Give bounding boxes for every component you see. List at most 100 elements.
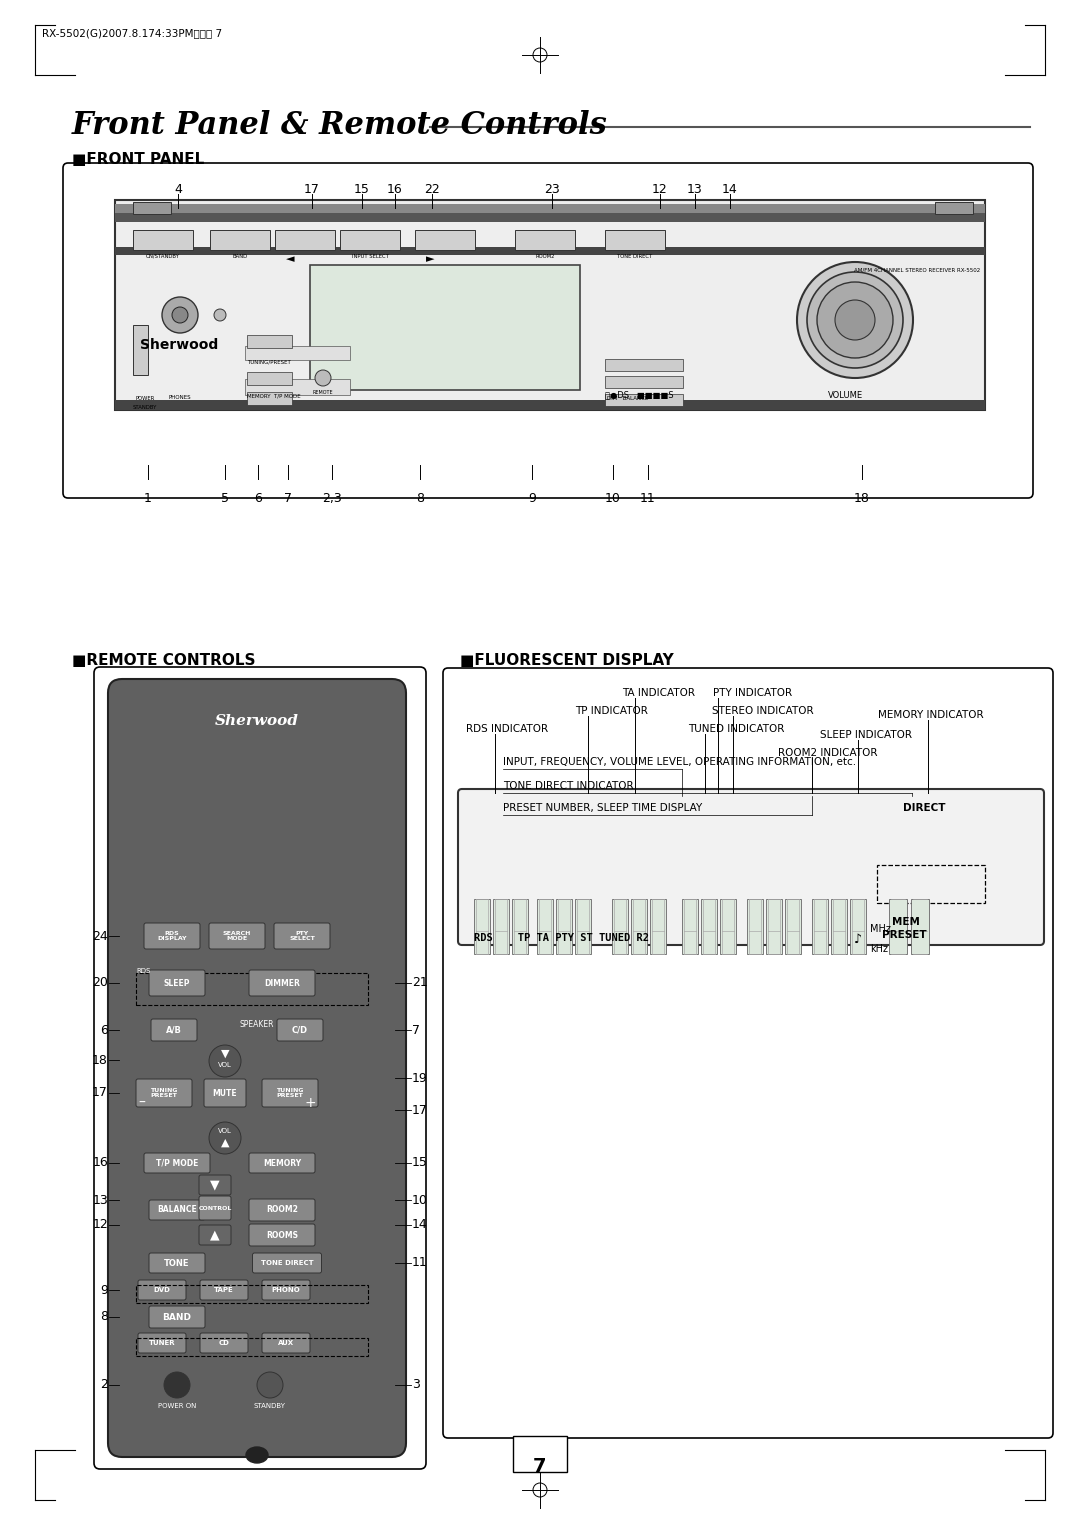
Text: MEMORY: MEMORY	[262, 1159, 301, 1168]
Text: –: –	[138, 1096, 146, 1110]
Bar	[114, 247, 985, 255]
Text: 5: 5	[221, 493, 229, 505]
Bar	[766, 900, 782, 955]
Bar	[515, 230, 575, 250]
Text: ■REMOTE CONTROLS: ■REMOTE CONTROLS	[72, 653, 256, 668]
Text: ROOM2 INDICATOR: ROOM2 INDICATOR	[778, 747, 877, 758]
Text: Front Panel & Remote Controls: Front Panel & Remote Controls	[72, 110, 608, 140]
Text: STEREO INDICATOR: STEREO INDICATOR	[712, 706, 813, 717]
Text: 18: 18	[854, 493, 869, 505]
Text: RDS INDICATOR: RDS INDICATOR	[465, 724, 549, 734]
Bar	[605, 393, 683, 406]
Text: 19: 19	[411, 1072, 428, 1084]
FancyBboxPatch shape	[249, 1225, 315, 1246]
FancyBboxPatch shape	[138, 1279, 186, 1299]
Text: DIRECT: DIRECT	[903, 804, 945, 813]
Text: TONE: TONE	[164, 1258, 190, 1267]
Bar	[275, 230, 335, 250]
FancyBboxPatch shape	[200, 1333, 248, 1353]
Text: ▲: ▲	[220, 1138, 229, 1148]
Text: RX-5502(G)2007.8.174:33PMページ 7: RX-5502(G)2007.8.174:33PMページ 7	[42, 27, 222, 38]
Text: ■FRONT PANEL: ■FRONT PANEL	[72, 152, 204, 168]
Text: 6: 6	[254, 493, 262, 505]
FancyBboxPatch shape	[136, 1080, 192, 1107]
Text: AUX: AUX	[278, 1340, 294, 1347]
Text: 8: 8	[416, 493, 424, 505]
Text: RDS    TP TA PTY ST TUNED R2: RDS TP TA PTY ST TUNED R2	[474, 933, 649, 942]
Bar	[889, 900, 907, 955]
FancyBboxPatch shape	[276, 1019, 323, 1042]
Text: 12: 12	[652, 183, 667, 197]
Text: VOL: VOL	[218, 1128, 232, 1135]
FancyBboxPatch shape	[63, 163, 1032, 499]
Text: DVD: DVD	[153, 1287, 171, 1293]
Text: 3: 3	[411, 1379, 420, 1391]
Text: ROOM2: ROOM2	[266, 1205, 298, 1214]
Bar	[247, 372, 292, 384]
Text: 22: 22	[424, 183, 440, 197]
Text: 10: 10	[605, 493, 621, 505]
Bar	[650, 900, 666, 955]
Bar	[114, 204, 985, 214]
FancyBboxPatch shape	[199, 1225, 231, 1244]
Text: 13: 13	[92, 1194, 108, 1206]
FancyBboxPatch shape	[274, 923, 330, 949]
Bar	[605, 377, 683, 387]
Bar	[631, 900, 647, 955]
Text: CD: CD	[218, 1340, 229, 1347]
FancyBboxPatch shape	[458, 788, 1044, 946]
Text: ⦿●DS   ■■■■S: ⦿●DS ■■■■S	[605, 390, 674, 400]
Text: 9: 9	[528, 493, 536, 505]
Bar	[720, 900, 735, 955]
FancyBboxPatch shape	[249, 1153, 315, 1173]
Bar	[114, 400, 985, 410]
Circle shape	[210, 1045, 241, 1077]
FancyBboxPatch shape	[138, 1333, 186, 1353]
Bar	[747, 900, 762, 955]
FancyBboxPatch shape	[144, 923, 200, 949]
Bar	[247, 336, 292, 348]
Bar	[492, 900, 509, 955]
Bar	[935, 201, 973, 214]
Text: 1: 1	[144, 493, 152, 505]
Text: MUTE: MUTE	[213, 1089, 238, 1098]
Bar	[133, 230, 193, 250]
Bar	[415, 230, 475, 250]
FancyBboxPatch shape	[200, 1279, 248, 1299]
Text: MEMORY INDICATOR: MEMORY INDICATOR	[878, 711, 984, 720]
Bar	[612, 900, 627, 955]
Bar	[512, 900, 528, 955]
Text: 17: 17	[411, 1104, 428, 1116]
Circle shape	[164, 1372, 190, 1398]
Text: 15: 15	[411, 1156, 428, 1170]
Circle shape	[835, 300, 875, 340]
Text: ◄: ◄	[286, 255, 294, 264]
Text: TA INDICATOR: TA INDICATOR	[622, 688, 696, 698]
Bar	[247, 392, 292, 406]
Text: DIMMER: DIMMER	[265, 979, 300, 988]
Text: ▼: ▼	[211, 1179, 220, 1191]
FancyBboxPatch shape	[253, 1254, 322, 1273]
Text: VOLUME: VOLUME	[827, 390, 863, 400]
Text: SLEEP INDICATOR: SLEEP INDICATOR	[820, 730, 912, 740]
Bar	[114, 212, 985, 223]
Text: 12: 12	[92, 1218, 108, 1232]
Text: 4: 4	[174, 183, 181, 197]
Text: 7: 7	[411, 1023, 420, 1037]
Bar	[812, 900, 828, 955]
Text: AM/FM 4CHANNEL STEREO RECEIVER RX-5502: AM/FM 4CHANNEL STEREO RECEIVER RX-5502	[854, 267, 980, 271]
Text: 11: 11	[640, 493, 656, 505]
Text: STANDBY: STANDBY	[133, 406, 158, 410]
Text: MEMORY  T/P MODE: MEMORY T/P MODE	[247, 393, 300, 400]
Bar	[785, 900, 801, 955]
Circle shape	[172, 307, 188, 323]
Text: 8: 8	[100, 1310, 108, 1324]
FancyBboxPatch shape	[249, 1199, 315, 1222]
Text: RDS: RDS	[136, 968, 150, 974]
Text: MEM: MEM	[892, 917, 920, 927]
Text: 24: 24	[92, 930, 108, 942]
FancyBboxPatch shape	[204, 1080, 246, 1107]
Text: 23: 23	[544, 183, 559, 197]
Text: +: +	[305, 1096, 315, 1110]
Text: TONE DIRECT INDICATOR: TONE DIRECT INDICATOR	[503, 781, 634, 791]
